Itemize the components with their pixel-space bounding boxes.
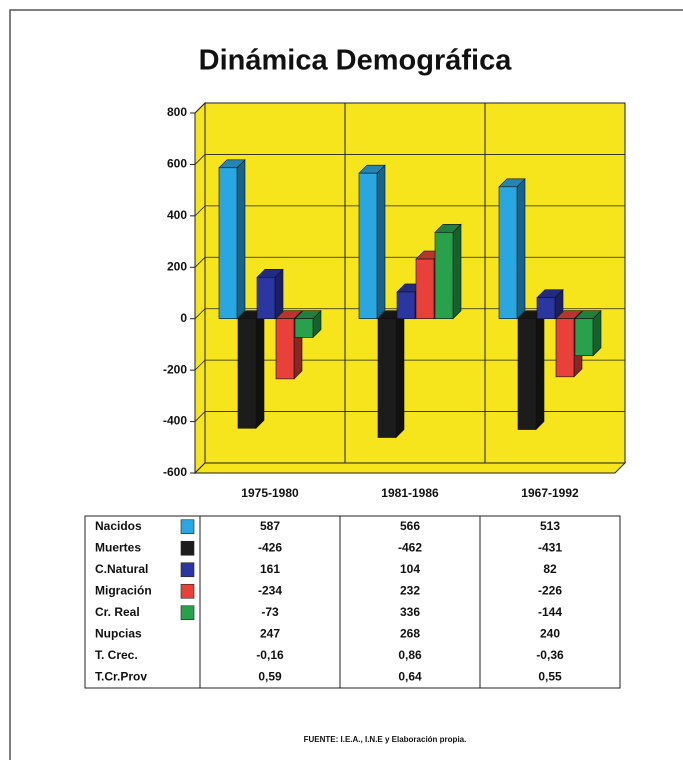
bar: [574, 318, 594, 357]
grid-line: [194, 205, 625, 217]
table-cell: -431: [538, 540, 562, 554]
floor: [193, 462, 627, 474]
table-cell: 566: [400, 519, 420, 533]
bar-side: [376, 164, 386, 320]
table-cell: 104: [400, 562, 420, 576]
table-cell: -73: [261, 605, 279, 619]
y-tick-label: 0: [180, 311, 187, 325]
frame: [9, 9, 683, 760]
bar-side: [516, 178, 526, 320]
table-cell: -462: [398, 540, 422, 554]
x-tick-label: 1967-1992: [521, 486, 579, 500]
table-cell: -0,16: [256, 648, 284, 662]
bar-side: [452, 223, 462, 320]
x-tick-label: 1975-1980: [241, 486, 299, 500]
grid-line: [194, 256, 625, 268]
row-label: Muertes: [95, 540, 141, 554]
legend-swatch: [180, 562, 195, 578]
legend-swatch: [180, 519, 195, 535]
bar: [415, 258, 435, 320]
grid-line: [194, 359, 625, 371]
table-cell: 268: [400, 626, 420, 640]
row-label: T.Cr.Prov: [95, 669, 147, 683]
legend-swatch: [180, 540, 195, 556]
table-cell: 513: [540, 519, 560, 533]
y-tick-label: 800: [167, 105, 187, 119]
bar: [536, 297, 556, 320]
bar: [256, 277, 276, 320]
bar: [294, 318, 314, 338]
chart-title: Dinámica Demográfica: [199, 45, 513, 77]
table-cell: 0,64: [398, 669, 422, 683]
grid-line: [194, 411, 625, 422]
x-tick-label: 1981-1986: [381, 486, 439, 500]
table-cell: 0,59: [258, 669, 282, 683]
y-tick-label: -600: [163, 465, 187, 479]
y-tick-label: 200: [167, 259, 187, 273]
bar: [396, 291, 416, 320]
legend-swatch: [180, 583, 195, 599]
row-label: Cr. Real: [95, 605, 140, 619]
bar-side: [236, 159, 246, 320]
bar: [498, 186, 518, 320]
table-cell: 336: [400, 605, 420, 619]
row-label: T. Crec.: [95, 648, 138, 662]
bar: [517, 318, 537, 430]
row-label: Migración: [95, 583, 152, 597]
side-wall: [194, 101, 206, 475]
row-label: C.Natural: [95, 562, 148, 576]
bar: [275, 318, 295, 380]
table-border: [84, 515, 621, 689]
y-tick-label: 400: [167, 208, 187, 222]
bar-side: [255, 309, 265, 429]
table-cell: -226: [538, 583, 562, 597]
grid-line: [194, 308, 625, 319]
table-cell: -0,36: [536, 648, 564, 662]
row-label: Nupcias: [95, 626, 142, 640]
bar: [218, 167, 238, 320]
table-cell: -234: [258, 583, 282, 597]
bar-side: [395, 309, 405, 439]
y-tick-label: -200: [163, 362, 187, 376]
y-tick-label: 600: [167, 157, 187, 171]
grid-line: [194, 102, 625, 114]
bar: [237, 318, 257, 429]
y-tick-label: -400: [163, 414, 187, 428]
bar: [358, 172, 378, 320]
bar: [377, 318, 397, 438]
bar: [555, 318, 575, 378]
table-cell: 82: [543, 562, 557, 576]
bar-side: [535, 309, 545, 431]
table-cell: 161: [260, 562, 280, 576]
grid-line: [194, 462, 625, 474]
grid-line: [194, 154, 625, 165]
table-cell: 587: [260, 519, 280, 533]
table-cell: -144: [538, 605, 562, 619]
legend-swatch: [180, 605, 195, 621]
table-cell: 232: [400, 583, 420, 597]
table-cell: 0,55: [538, 669, 562, 683]
row-label: Nacidos: [95, 519, 142, 533]
source: FUENTE: I.E.A., I.N.E y Elaboración prop…: [304, 735, 467, 744]
bar: [434, 232, 454, 320]
table-cell: 247: [260, 626, 280, 640]
table-cell: 0,86: [398, 648, 422, 662]
table-cell: -426: [258, 540, 282, 554]
table-cell: 240: [540, 626, 560, 640]
bar-side: [274, 268, 284, 320]
